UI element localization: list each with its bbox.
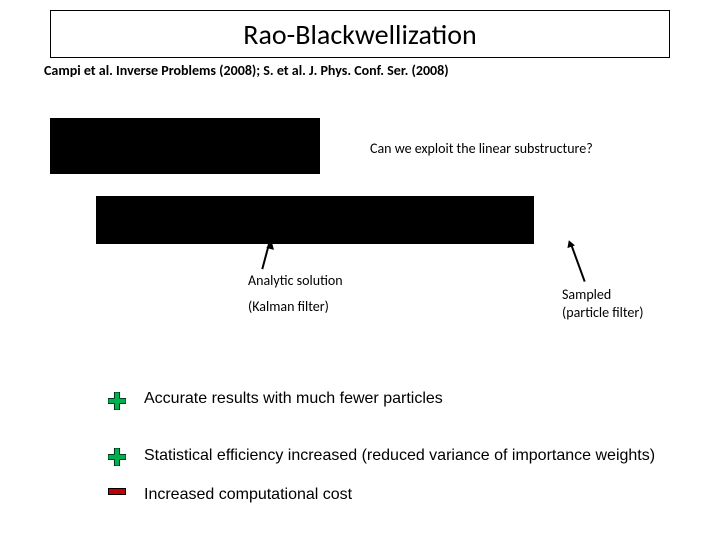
- arrow-sampled: [570, 244, 586, 282]
- bullet-efficiency: Statistical efficiency increased (reduce…: [144, 446, 684, 466]
- page-title: Rao-Blackwellization: [243, 17, 476, 52]
- arrow-sampled-head: [565, 239, 575, 248]
- question-text: Can we exploit the linear substructure?: [370, 140, 593, 157]
- redacted-block-1: [50, 118, 320, 174]
- bullet-cost: Increased computational cost: [144, 486, 352, 504]
- plus-icon: [108, 392, 126, 410]
- bullet-accurate: Accurate results with much fewer particl…: [144, 390, 443, 408]
- plus-icon: [108, 448, 126, 466]
- particle-label: (particle filter): [562, 304, 644, 321]
- analytic-label: Analytic solution: [248, 272, 343, 289]
- title-box: Rao-Blackwellization: [50, 10, 670, 58]
- redacted-block-2: [96, 196, 534, 244]
- minus-icon: [108, 488, 126, 495]
- citation-text: Campi et al. Inverse Problems (2008); S.…: [44, 62, 449, 79]
- kalman-label: (Kalman filter): [248, 298, 329, 315]
- sampled-label: Sampled: [562, 286, 611, 303]
